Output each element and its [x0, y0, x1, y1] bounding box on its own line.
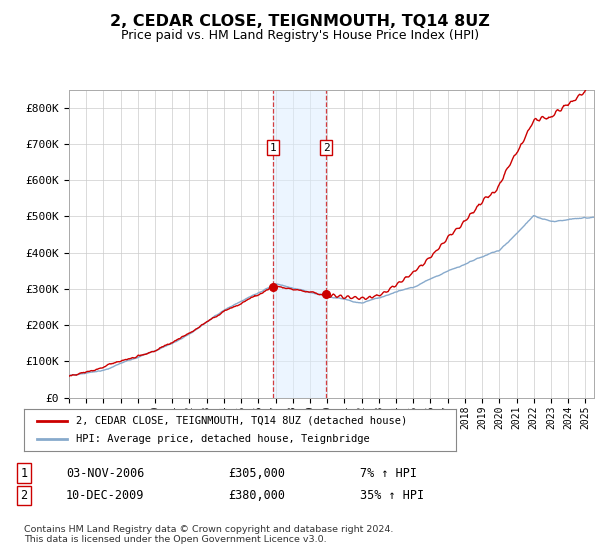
Text: 2: 2: [323, 143, 329, 152]
Text: 1: 1: [20, 466, 28, 480]
Text: 7% ↑ HPI: 7% ↑ HPI: [360, 466, 417, 480]
Text: 2: 2: [20, 489, 28, 502]
Text: £380,000: £380,000: [228, 489, 285, 502]
Text: HPI: Average price, detached house, Teignbridge: HPI: Average price, detached house, Teig…: [76, 434, 370, 444]
Text: £305,000: £305,000: [228, 466, 285, 480]
Text: 35% ↑ HPI: 35% ↑ HPI: [360, 489, 424, 502]
Text: 10-DEC-2009: 10-DEC-2009: [66, 489, 145, 502]
Text: 03-NOV-2006: 03-NOV-2006: [66, 466, 145, 480]
Text: Contains HM Land Registry data © Crown copyright and database right 2024.
This d: Contains HM Land Registry data © Crown c…: [24, 525, 394, 544]
Bar: [273, 90, 326, 398]
Text: 1: 1: [269, 143, 276, 152]
Text: 2, CEDAR CLOSE, TEIGNMOUTH, TQ14 8UZ: 2, CEDAR CLOSE, TEIGNMOUTH, TQ14 8UZ: [110, 14, 490, 29]
Text: 2, CEDAR CLOSE, TEIGNMOUTH, TQ14 8UZ (detached house): 2, CEDAR CLOSE, TEIGNMOUTH, TQ14 8UZ (de…: [76, 416, 407, 426]
Text: Price paid vs. HM Land Registry's House Price Index (HPI): Price paid vs. HM Land Registry's House …: [121, 29, 479, 42]
